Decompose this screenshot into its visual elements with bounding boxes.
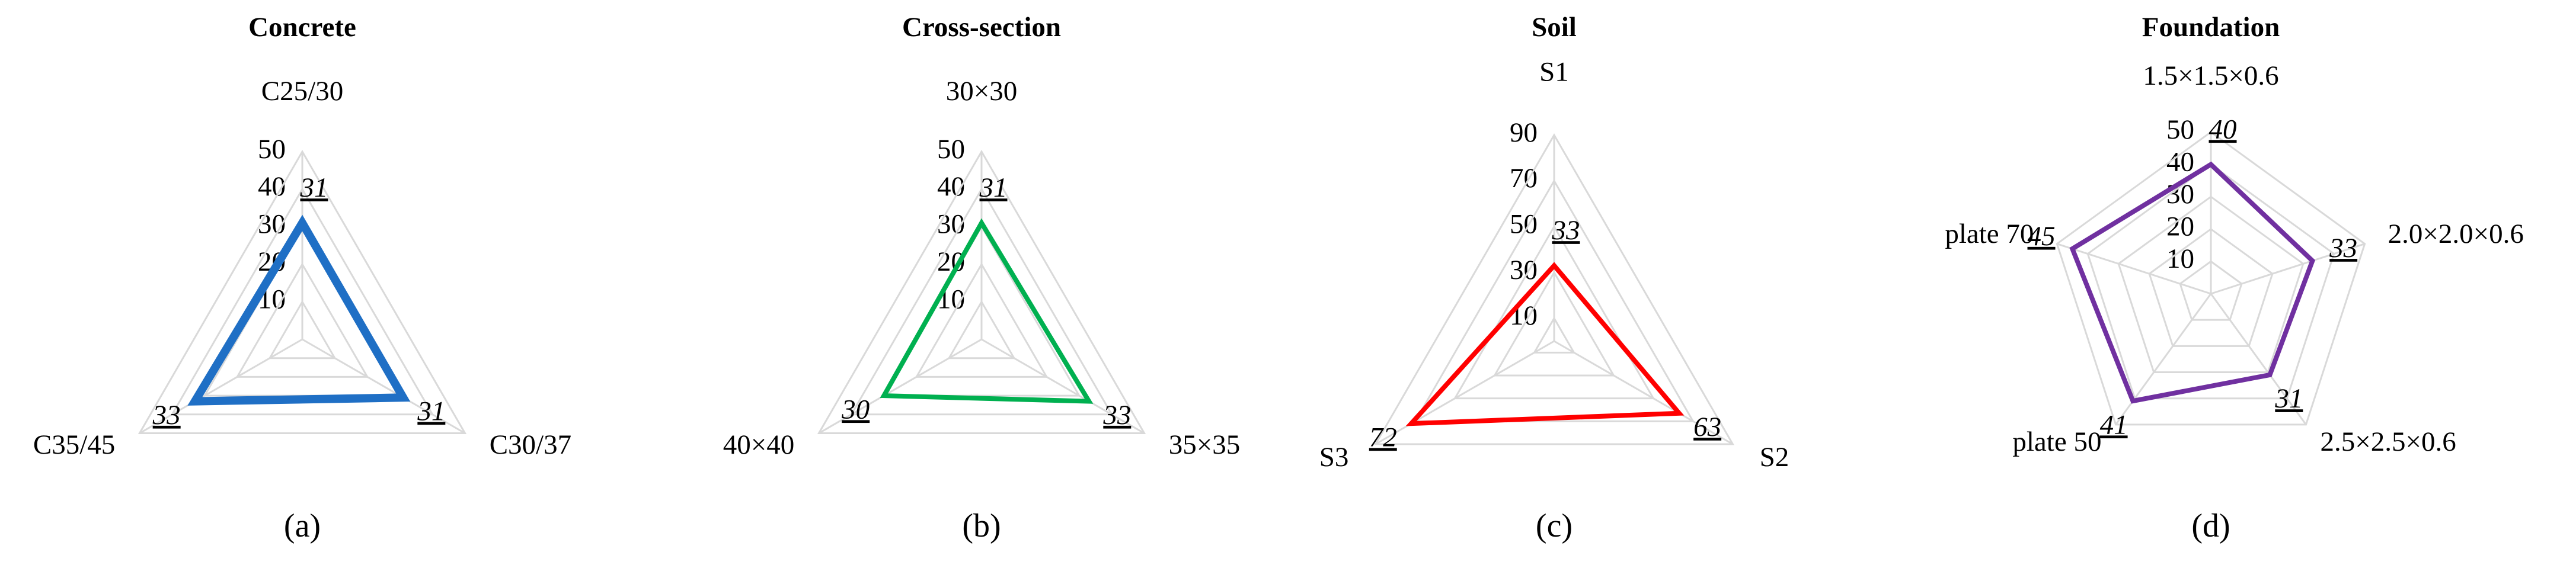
data-label: 33 <box>2329 233 2357 264</box>
data-label: 30 <box>841 394 870 425</box>
category-label: 40×40 <box>723 429 795 460</box>
category-label: C25/30 <box>261 76 343 107</box>
spoke <box>818 338 982 434</box>
data-polygon <box>880 218 1094 404</box>
data-label: 33 <box>152 400 181 431</box>
grid-ring <box>1492 271 1616 377</box>
category-label: plate 50 <box>2012 426 2101 457</box>
spoke <box>302 338 466 434</box>
r-tick-label: 50 <box>258 134 286 165</box>
data-label: 41 <box>2100 409 2128 440</box>
grid-ring <box>2117 195 2305 374</box>
data-label: 72 <box>1369 422 1397 452</box>
category-label: S3 <box>1319 442 1349 473</box>
data-label: 40 <box>2209 114 2237 145</box>
grid-ring <box>1374 133 1734 445</box>
grid-ring <box>1532 316 1576 354</box>
data-polygon <box>2069 161 2316 404</box>
spoke <box>2210 293 2307 425</box>
panel-label: (d) <box>2191 508 2230 544</box>
category-label: plate 70 <box>1945 219 2034 249</box>
category-label: C35/45 <box>33 429 115 460</box>
panel-label: (b) <box>962 508 1001 544</box>
spoke <box>2210 243 2366 295</box>
category-label: S2 <box>1760 442 1789 473</box>
spoke <box>2115 293 2212 425</box>
grid-ring <box>817 149 1146 434</box>
data-label: 31 <box>300 172 328 203</box>
grid-ring <box>2056 131 2366 426</box>
chart-title: Concrete <box>248 12 356 43</box>
data-label: 63 <box>1693 412 1721 442</box>
grid-ring <box>1413 179 1695 422</box>
data-label: 33 <box>1102 400 1131 431</box>
category-label: 2.5×2.5×0.6 <box>2321 426 2456 457</box>
grid-ring <box>1453 224 1655 400</box>
grid-ring <box>2086 163 2335 400</box>
category-label: 1.5×1.5×0.6 <box>2143 60 2278 91</box>
spoke <box>2056 243 2211 295</box>
grid-ring <box>268 300 337 359</box>
data-label: 45 <box>2028 221 2056 252</box>
panel-label: (a) <box>284 508 321 544</box>
category-label: C30/37 <box>490 429 571 460</box>
spoke <box>139 338 303 434</box>
panel-label: (c) <box>1536 508 1573 544</box>
data-polygon <box>187 214 411 406</box>
data-label: 33 <box>1552 215 1580 246</box>
data-label: 31 <box>979 172 1008 203</box>
grid-ring <box>2148 227 2274 347</box>
grid-ring <box>170 187 434 416</box>
spoke <box>1554 340 1734 445</box>
grid-ring <box>915 262 1049 378</box>
category-label: S1 <box>1539 57 1569 88</box>
r-tick-label: 50 <box>937 134 965 165</box>
chart-title: Cross-section <box>902 12 1061 43</box>
chart-title: Soil <box>1532 12 1577 43</box>
data-label: 31 <box>2274 383 2303 414</box>
data-polygon <box>1405 262 1685 426</box>
r-tick-label: 90 <box>1510 117 1538 148</box>
grid-ring <box>947 300 1016 359</box>
grid-ring <box>235 262 369 378</box>
spoke <box>981 338 1145 434</box>
category-label: 35×35 <box>1169 429 1241 460</box>
spoke <box>1375 340 1555 445</box>
category-label: 2.0×2.0×0.6 <box>2388 219 2524 249</box>
category-label: 30×30 <box>946 76 1018 107</box>
grid-ring <box>2179 260 2243 321</box>
chart-title: Foundation <box>2142 12 2280 43</box>
data-label: 31 <box>417 396 445 427</box>
grid-ring <box>138 149 467 434</box>
r-tick-label: 50 <box>2166 114 2194 145</box>
grid-ring <box>849 187 1114 416</box>
